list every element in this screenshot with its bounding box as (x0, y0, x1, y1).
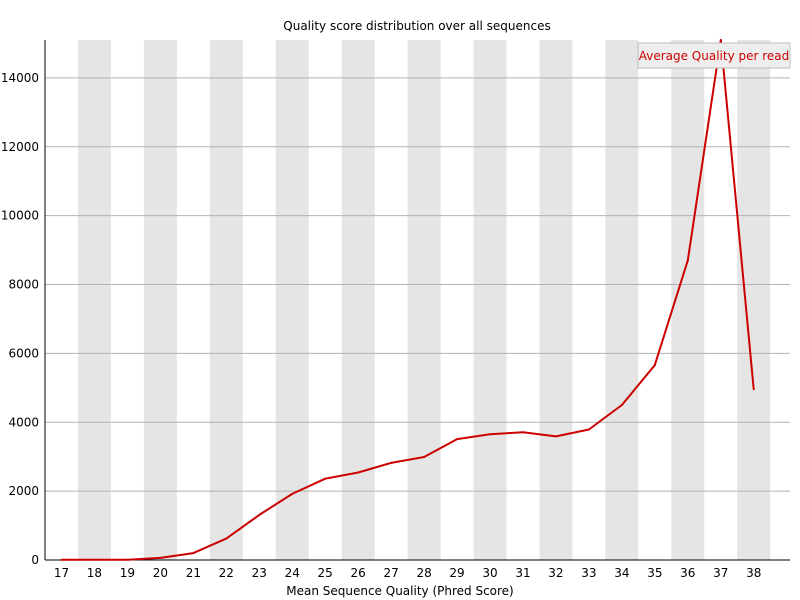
x-tick-label: 27 (383, 566, 398, 580)
data-point-26 (357, 471, 360, 474)
band-32 (539, 40, 573, 560)
band-28 (407, 40, 441, 560)
x-tick-label: 33 (581, 566, 596, 580)
band-20 (143, 40, 177, 560)
x-axis-label: Mean Sequence Quality (Phred Score) (286, 584, 514, 598)
data-point-23 (258, 513, 261, 516)
band-38 (737, 40, 771, 560)
legend-box (637, 42, 791, 69)
y-tick-label: 12000 (1, 140, 39, 154)
band-30 (473, 40, 507, 560)
x-tick-label: 30 (482, 566, 497, 580)
data-point-31 (521, 431, 524, 434)
y-tick-label: 14000 (1, 71, 39, 85)
data-point-33 (587, 428, 590, 431)
y-tick-label: 8000 (8, 278, 39, 292)
data-point-34 (620, 404, 623, 407)
data-point-27 (390, 461, 393, 464)
x-tick-labels: 17 18 19 20 21 22 23 24 25 26 27 28 29 30 31 32 33 34 35 36… (54, 566, 762, 580)
band-26 (341, 40, 375, 560)
y-tick-label: 4000 (8, 415, 39, 429)
y-tick-labels: 0 2000 4000 6000 8000 10000 12000 14000 (1, 71, 39, 567)
x-tick-label: 20 (153, 566, 168, 580)
x-tick-label: 34 (614, 566, 629, 580)
x-tick-label: 29 (449, 566, 464, 580)
band-18 (77, 40, 111, 560)
legend: Average Quality per read (637, 42, 791, 69)
data-point-38 (752, 388, 755, 391)
x-tick-label: 17 (54, 566, 69, 580)
data-point-29 (456, 438, 459, 441)
data-point-35 (653, 364, 656, 367)
series-layer (60, 39, 755, 561)
x-tick-label: 31 (515, 566, 530, 580)
x-tick-label: 22 (219, 566, 234, 580)
x-tick-label: 36 (680, 566, 695, 580)
y-tick-label: 6000 (8, 346, 39, 360)
x-tick-label: 24 (285, 566, 300, 580)
data-point-30 (489, 433, 492, 436)
band-34 (605, 40, 639, 560)
x-tick-label: 26 (351, 566, 366, 580)
x-tick-label: 38 (746, 566, 761, 580)
legend-label: Average Quality per read (639, 49, 790, 63)
series-line-0 (61, 39, 755, 561)
x-tick-label: 18 (87, 566, 102, 580)
data-point-25 (324, 477, 327, 480)
x-tick-label: 35 (647, 566, 662, 580)
band-22 (209, 40, 243, 560)
data-point-37 (719, 39, 722, 41)
y-tick-label: 10000 (1, 209, 39, 223)
x-tick-label: 23 (252, 566, 267, 580)
x-tick-label: 37 (713, 566, 728, 580)
band-36 (671, 40, 705, 560)
x-tick-label: 32 (548, 566, 563, 580)
band-24 (275, 40, 309, 560)
x-tick-label: 19 (120, 566, 135, 580)
x-tick-label: 25 (318, 566, 333, 580)
background-bands (77, 40, 771, 560)
x-tick-label: 21 (186, 566, 201, 580)
data-point-21 (192, 552, 195, 555)
data-point-17 (60, 558, 63, 561)
data-point-32 (554, 435, 557, 438)
data-point-24 (291, 492, 294, 495)
chart-title: Quality score distribution over all sequ… (283, 19, 550, 33)
axes (44, 40, 790, 561)
y-tick-label: 2000 (8, 484, 39, 498)
y-tick-label: 0 (31, 553, 39, 567)
data-point-20 (159, 556, 162, 559)
data-point-18 (93, 558, 96, 561)
x-tick-label: 28 (416, 566, 431, 580)
data-point-22 (225, 537, 228, 540)
data-point-36 (686, 259, 689, 262)
data-point-28 (423, 456, 426, 459)
data-point-19 (126, 558, 129, 561)
